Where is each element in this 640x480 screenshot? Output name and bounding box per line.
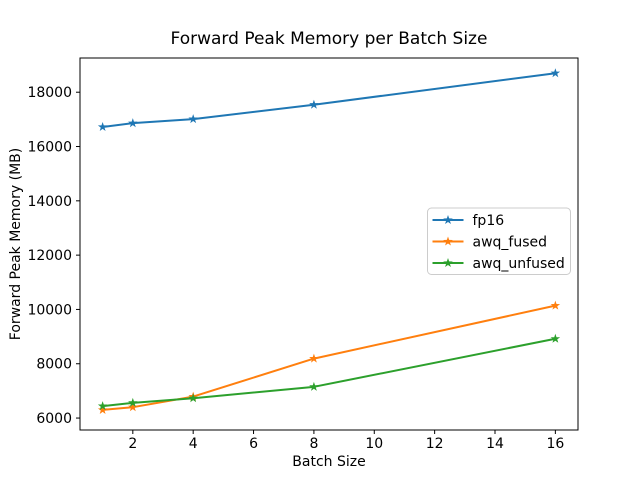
chart-title: Forward Peak Memory per Batch Size bbox=[171, 29, 488, 49]
plot-area: 2 4 6 8 10 12 14 16 6000 8000 10000 12000 14000 16000… bbox=[27, 57, 579, 452]
legend-label: fp16 bbox=[473, 213, 505, 229]
y-tick-label: 18000 bbox=[27, 85, 72, 101]
x-tick-label: 14 bbox=[486, 436, 504, 452]
y-tick-label: 8000 bbox=[36, 357, 72, 373]
star-marker-icon bbox=[550, 300, 561, 310]
plot-spines bbox=[79, 57, 579, 431]
star-marker-icon bbox=[128, 118, 138, 128]
y-tick-label: 10000 bbox=[27, 302, 72, 318]
star-marker-icon bbox=[188, 114, 198, 124]
series-line-awq_fused bbox=[102, 304, 556, 411]
x-tick-label: 8 bbox=[309, 436, 318, 452]
x-tick-label: 12 bbox=[426, 436, 444, 452]
x-tick-label: 2 bbox=[128, 436, 137, 452]
star-marker-icon bbox=[550, 68, 561, 78]
star-marker-icon bbox=[550, 333, 561, 343]
star-marker-icon bbox=[309, 99, 319, 109]
star-marker-icon bbox=[443, 236, 453, 246]
x-axis-label: Batch Size bbox=[292, 454, 365, 470]
star-marker-icon bbox=[97, 401, 108, 411]
star-marker-icon bbox=[309, 381, 319, 391]
star-marker-icon bbox=[443, 258, 453, 268]
y-axis-label: Forward Peak Memory (MB) bbox=[8, 148, 24, 340]
star-marker-icon bbox=[128, 402, 138, 412]
star-marker-icon bbox=[309, 353, 319, 363]
legend-entry-awq_unfused: awq_unfused bbox=[432, 256, 565, 272]
legend: fp16 awq_fused awq_unfused bbox=[427, 207, 571, 275]
legend-entry-awq_fused: awq_fused bbox=[432, 235, 548, 251]
x-tick-label: 6 bbox=[249, 436, 258, 452]
star-marker-icon bbox=[443, 215, 453, 225]
star-marker-icon bbox=[128, 397, 138, 407]
star-marker-icon bbox=[97, 121, 108, 132]
y-tick-label: 14000 bbox=[27, 194, 72, 210]
y-tick-label: 12000 bbox=[27, 248, 72, 264]
y-tick-label: 6000 bbox=[36, 411, 72, 427]
star-marker-icon bbox=[97, 404, 108, 414]
legend-entry-fp16: fp16 bbox=[432, 213, 505, 229]
star-marker-icon bbox=[188, 393, 198, 403]
x-tick-label: 16 bbox=[546, 436, 564, 452]
series-line-awq_unfused bbox=[102, 337, 556, 408]
legend-label: awq_unfused bbox=[473, 256, 565, 272]
legend-box bbox=[427, 207, 571, 275]
series-line-fp16 bbox=[102, 72, 556, 128]
y-tick-label: 16000 bbox=[27, 140, 72, 156]
x-tick-label: 10 bbox=[365, 436, 383, 452]
legend-label: awq_fused bbox=[473, 235, 548, 251]
x-tick-label: 4 bbox=[189, 436, 198, 452]
